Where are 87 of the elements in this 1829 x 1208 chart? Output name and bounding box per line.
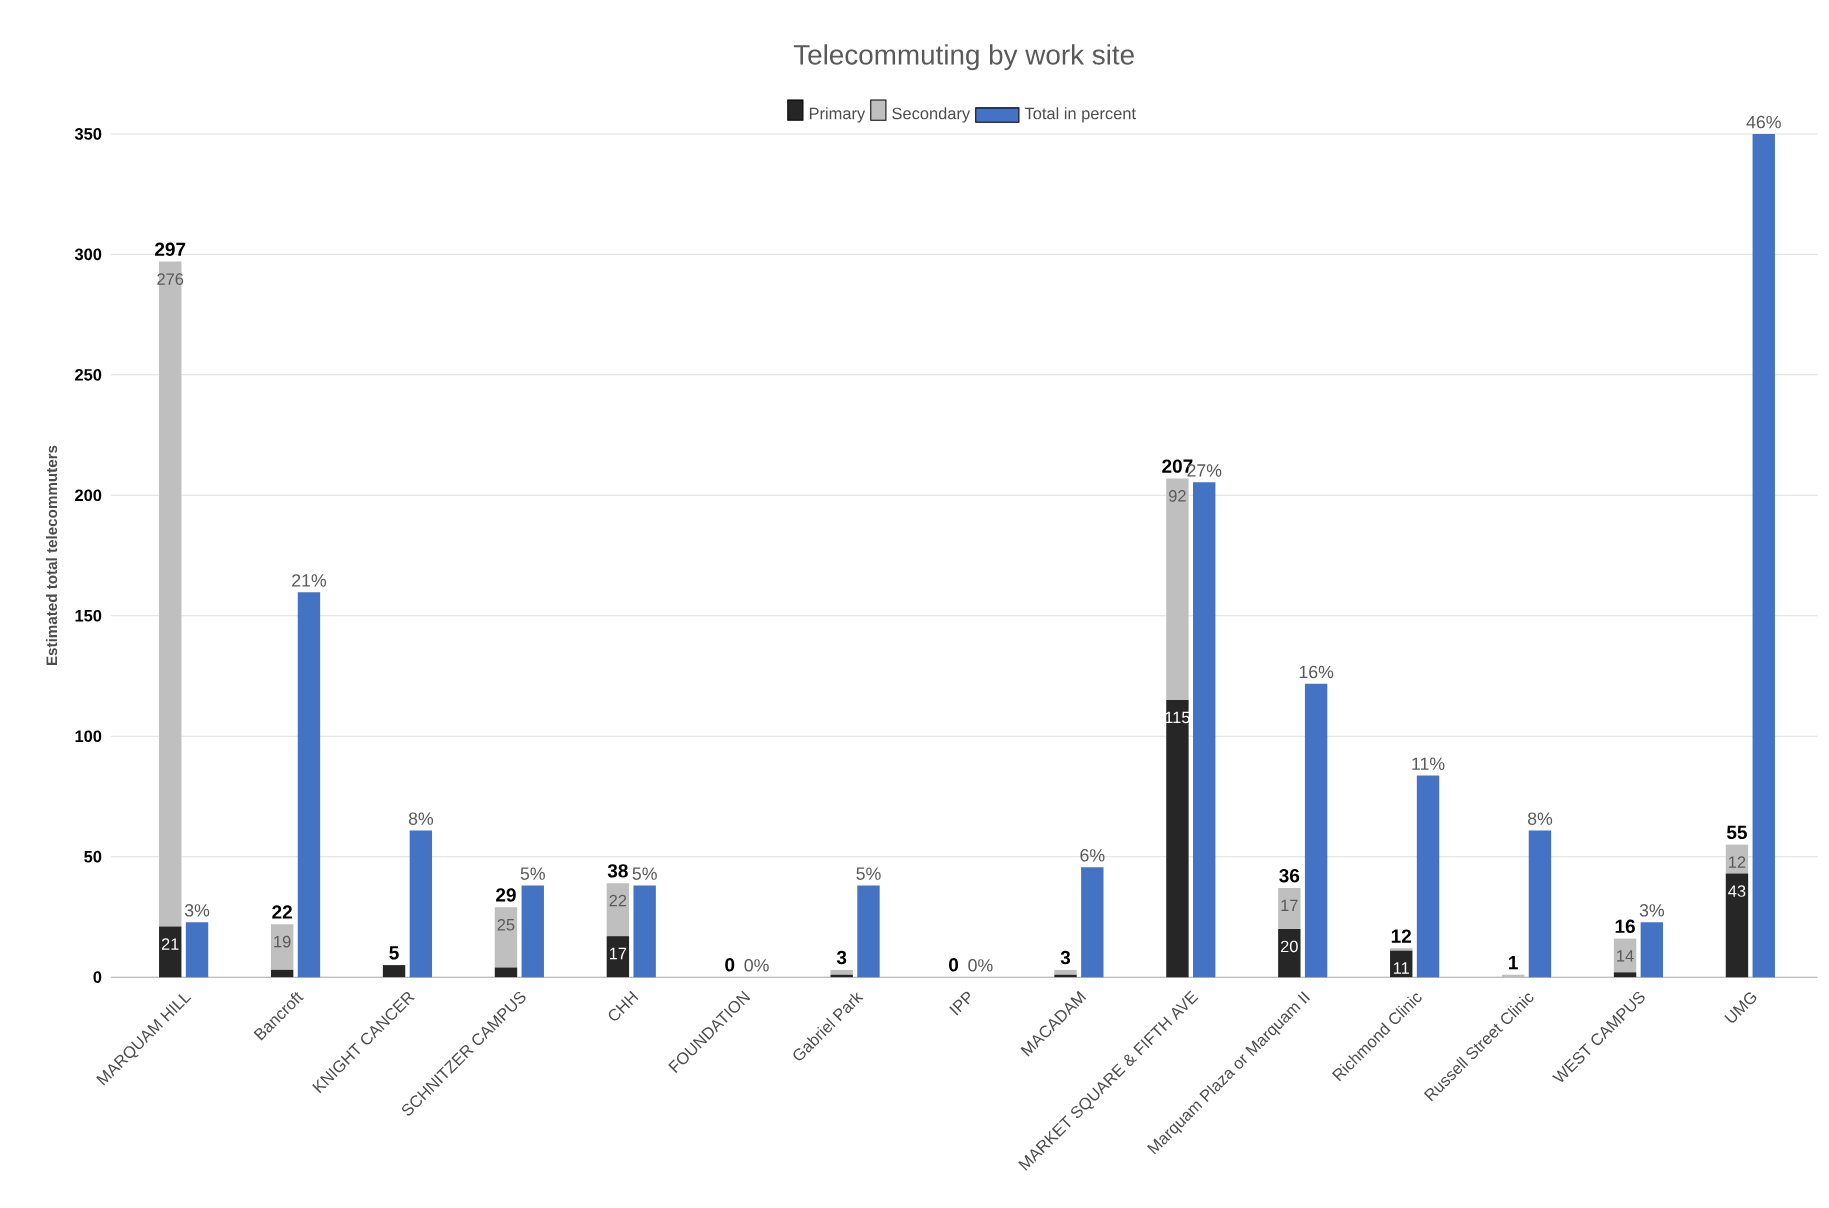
bar <box>1528 830 1552 977</box>
y-axis-title: Estimated total telecommuters <box>45 445 58 665</box>
bar <box>382 964 406 977</box>
bar <box>606 936 630 977</box>
bar <box>270 923 294 970</box>
bar <box>494 907 518 968</box>
total-label: 36 <box>1279 868 1300 883</box>
bar <box>270 969 294 977</box>
bar <box>1278 928 1301 977</box>
data-label: 21 <box>161 938 179 950</box>
total-label: 0 <box>725 957 735 972</box>
bar <box>494 967 518 977</box>
y-tick-label: 100 <box>75 730 102 742</box>
legend-label: Total in percent <box>1024 107 1136 123</box>
data-label: 0% <box>744 958 769 972</box>
bar <box>409 830 433 977</box>
data-label: 3% <box>184 903 210 917</box>
data-label: 17 <box>1281 899 1298 911</box>
data-label: 92 <box>1168 489 1186 502</box>
total-label: 38 <box>607 864 628 878</box>
bar <box>1725 844 1749 874</box>
data-label: 17 <box>609 947 627 960</box>
bar <box>1613 972 1637 977</box>
data-label: 22 <box>609 894 627 907</box>
data-label: 16% <box>1299 665 1334 679</box>
bar <box>1166 478 1189 700</box>
bar <box>830 969 853 975</box>
data-label: 25 <box>497 918 515 931</box>
bar <box>633 885 656 977</box>
data-label: 46% <box>1746 115 1781 129</box>
total-label: 12 <box>1391 929 1412 943</box>
data-label: 21% <box>292 574 327 587</box>
data-label: 19 <box>274 935 291 948</box>
bar <box>159 261 182 927</box>
legend-label: Primary <box>809 107 866 123</box>
data-label: 20 <box>1280 940 1298 953</box>
bar <box>1081 867 1104 977</box>
bar <box>1390 948 1413 951</box>
data-label: 8% <box>1527 812 1553 825</box>
data-label: 5% <box>632 867 657 880</box>
data-label: 115 <box>1165 711 1190 724</box>
bar <box>857 885 880 977</box>
total-label: 3 <box>836 950 847 965</box>
total-label: 5 <box>389 946 399 960</box>
bar <box>1416 775 1440 977</box>
bar <box>1278 887 1301 929</box>
y-tick-label: 250 <box>75 368 102 381</box>
data-label: 12 <box>1729 856 1746 868</box>
y-tick-label: 350 <box>74 127 102 140</box>
data-label: 5% <box>520 867 545 880</box>
bar <box>1166 699 1189 977</box>
bar <box>1752 133 1775 977</box>
total-label: 1 <box>1509 955 1518 970</box>
data-label: 11 <box>1393 962 1409 974</box>
y-tick-label: 300 <box>74 248 102 261</box>
chart-title: Telecommuting by work site <box>793 44 1134 70</box>
data-label: 11% <box>1412 757 1445 770</box>
y-tick-label: 150 <box>75 609 102 622</box>
data-label: 5% <box>856 867 881 880</box>
bar <box>185 922 209 977</box>
bar <box>1193 482 1216 977</box>
bar <box>159 926 182 977</box>
data-label: 3% <box>1639 903 1665 917</box>
data-label: 0% <box>968 958 993 972</box>
data-label: 14 <box>1617 950 1634 962</box>
total-label: 3 <box>1060 950 1071 965</box>
bar <box>297 592 321 977</box>
y-tick-label: 0 <box>93 971 102 983</box>
data-label: 8% <box>408 812 434 825</box>
total-label: 0 <box>949 957 959 972</box>
total-label: 55 <box>1726 825 1747 839</box>
total-label: 297 <box>155 242 186 256</box>
total-label: 22 <box>272 905 292 919</box>
bar <box>1725 873 1749 977</box>
total-label: 16 <box>1615 919 1635 933</box>
bar <box>521 885 544 977</box>
bar <box>1304 683 1328 977</box>
data-label: 6% <box>1080 848 1105 862</box>
bar <box>1640 922 1664 977</box>
data-label: 43 <box>1728 885 1746 897</box>
bar <box>1054 969 1077 975</box>
total-label: 29 <box>496 888 516 902</box>
y-tick-label: 50 <box>84 850 102 863</box>
legend-label: Secondary <box>892 107 971 123</box>
x-tick-label: IPP <box>949 991 970 1016</box>
bar <box>606 883 630 937</box>
y-tick-label: 200 <box>75 489 102 501</box>
